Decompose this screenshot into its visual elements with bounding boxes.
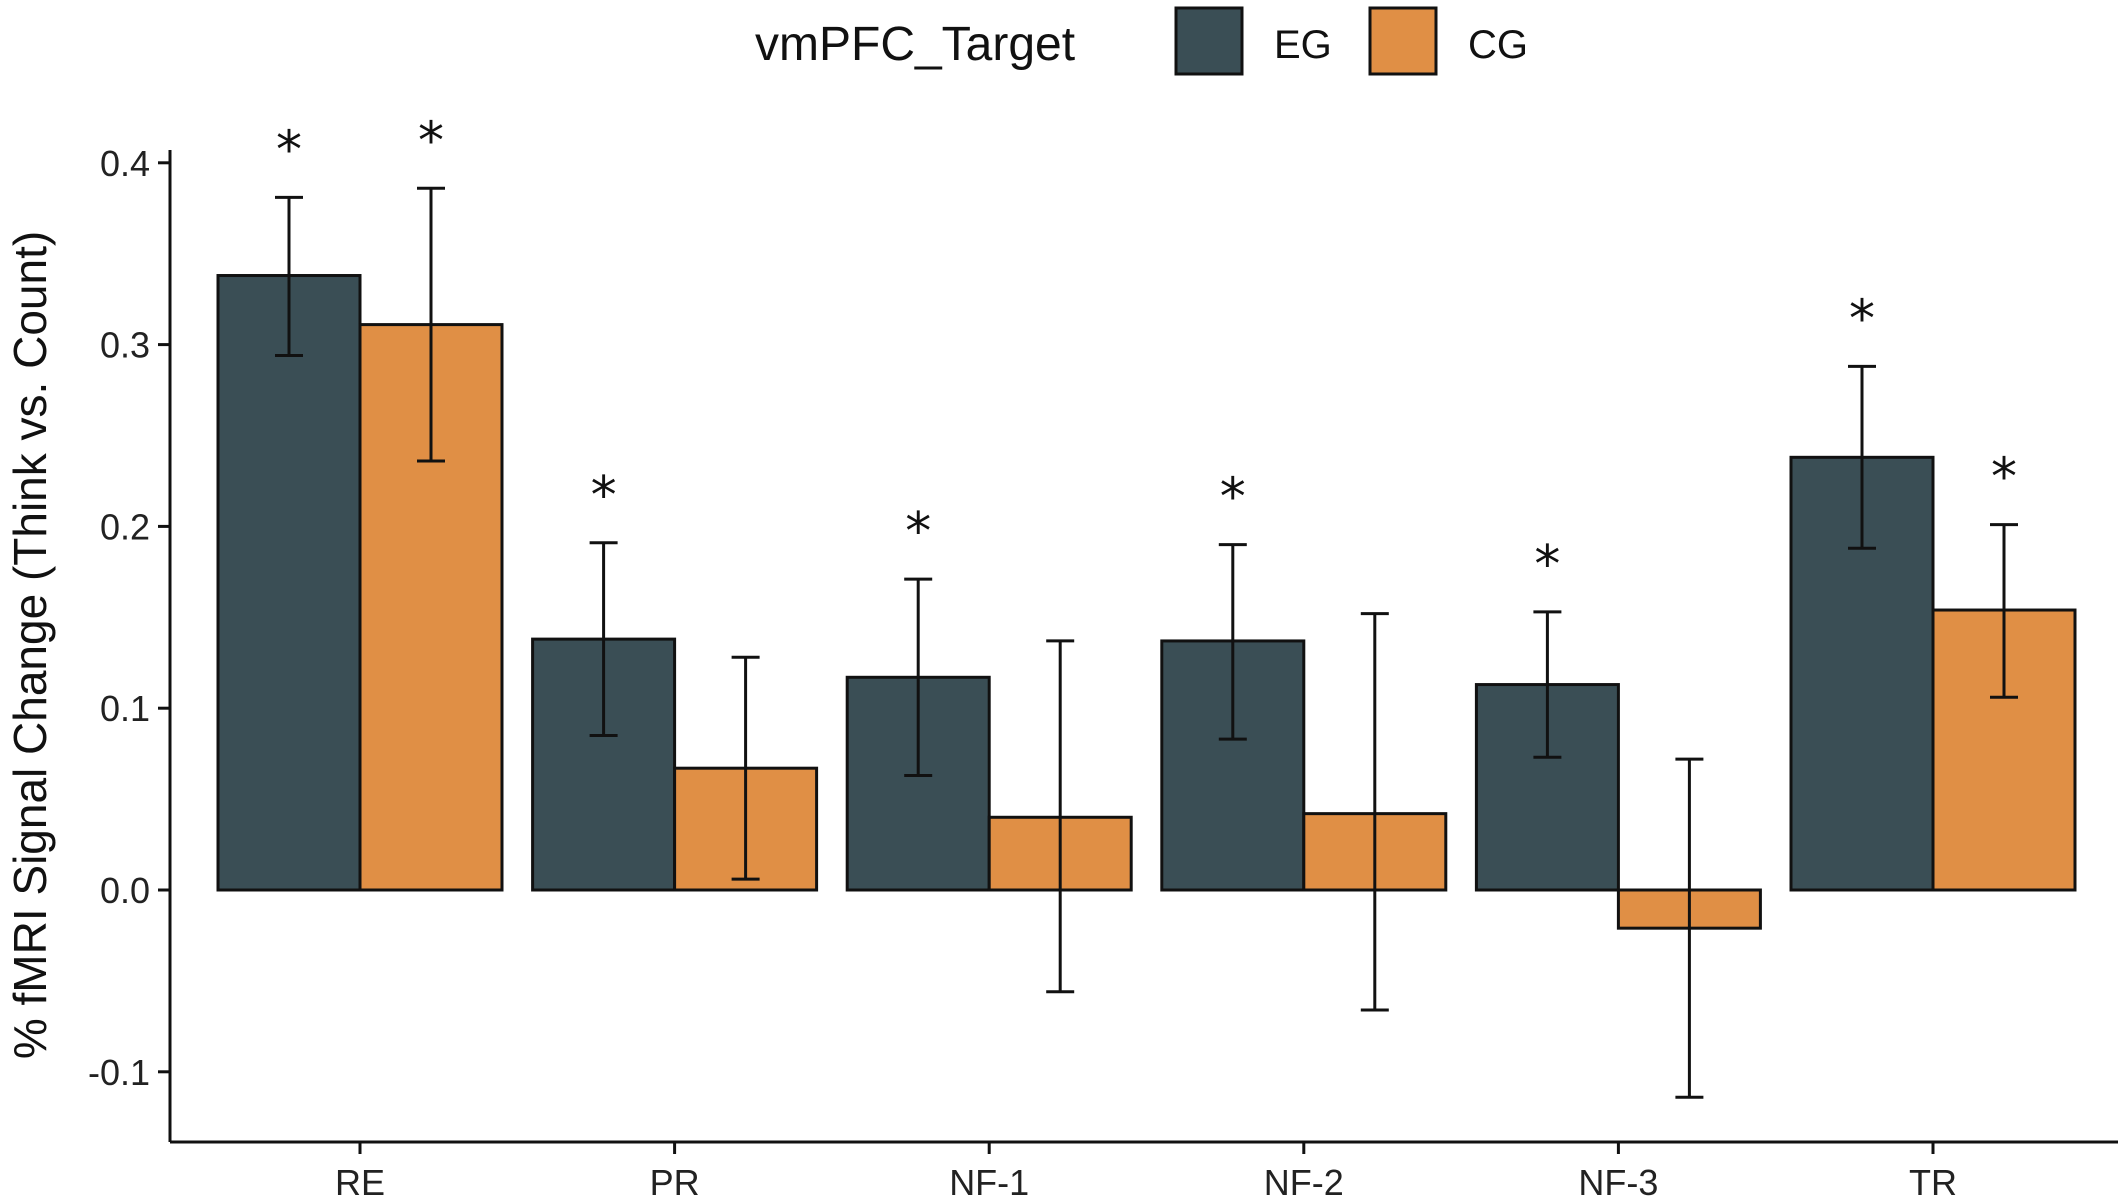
legend-label-eg: EG: [1274, 23, 1332, 67]
x-tick-label: NF-2: [1264, 1162, 1344, 1203]
significance-star: *: [418, 111, 444, 171]
y-tick-label: 0.4: [100, 143, 150, 184]
y-tick-label: -0.1: [88, 1052, 150, 1093]
significance-star: *: [1849, 289, 1875, 349]
y-tick-label: 0.3: [100, 325, 150, 366]
significance-star: *: [905, 502, 931, 562]
x-tick-label: PR: [650, 1162, 700, 1203]
x-tick-label: NF-3: [1578, 1162, 1658, 1203]
bar-eg: [216, 274, 362, 892]
legend-label-cg: CG: [1468, 23, 1528, 67]
x-tick-label: NF-1: [949, 1162, 1029, 1203]
significance-star: *: [591, 466, 617, 526]
x-tick-label: TR: [1909, 1162, 1957, 1203]
x-tick-label: RE: [335, 1162, 385, 1203]
y-tick-label: 0.2: [100, 506, 150, 547]
significance-star: *: [1220, 468, 1246, 528]
legend-swatch-eg: [1174, 6, 1244, 76]
legend-swatch-cg: [1368, 6, 1438, 76]
significance-star: *: [1534, 535, 1560, 595]
legend: vmPFC_Target EG CG: [755, 6, 1528, 76]
significance-star: *: [276, 120, 302, 180]
plot-area: -0.1 0.0 0.1 0.2 0.3 0.4 RE * * PR * NF-1 * NF-2 * NF-3…: [88, 111, 2118, 1203]
y-tick-label: 0.0: [100, 870, 150, 911]
y-tick-label: 0.1: [100, 688, 150, 729]
legend-title: vmPFC_Target: [755, 18, 1075, 71]
y-axis-title: % fMRI Signal Change (Think vs. Count): [4, 231, 56, 1059]
significance-star: *: [1991, 448, 2017, 508]
